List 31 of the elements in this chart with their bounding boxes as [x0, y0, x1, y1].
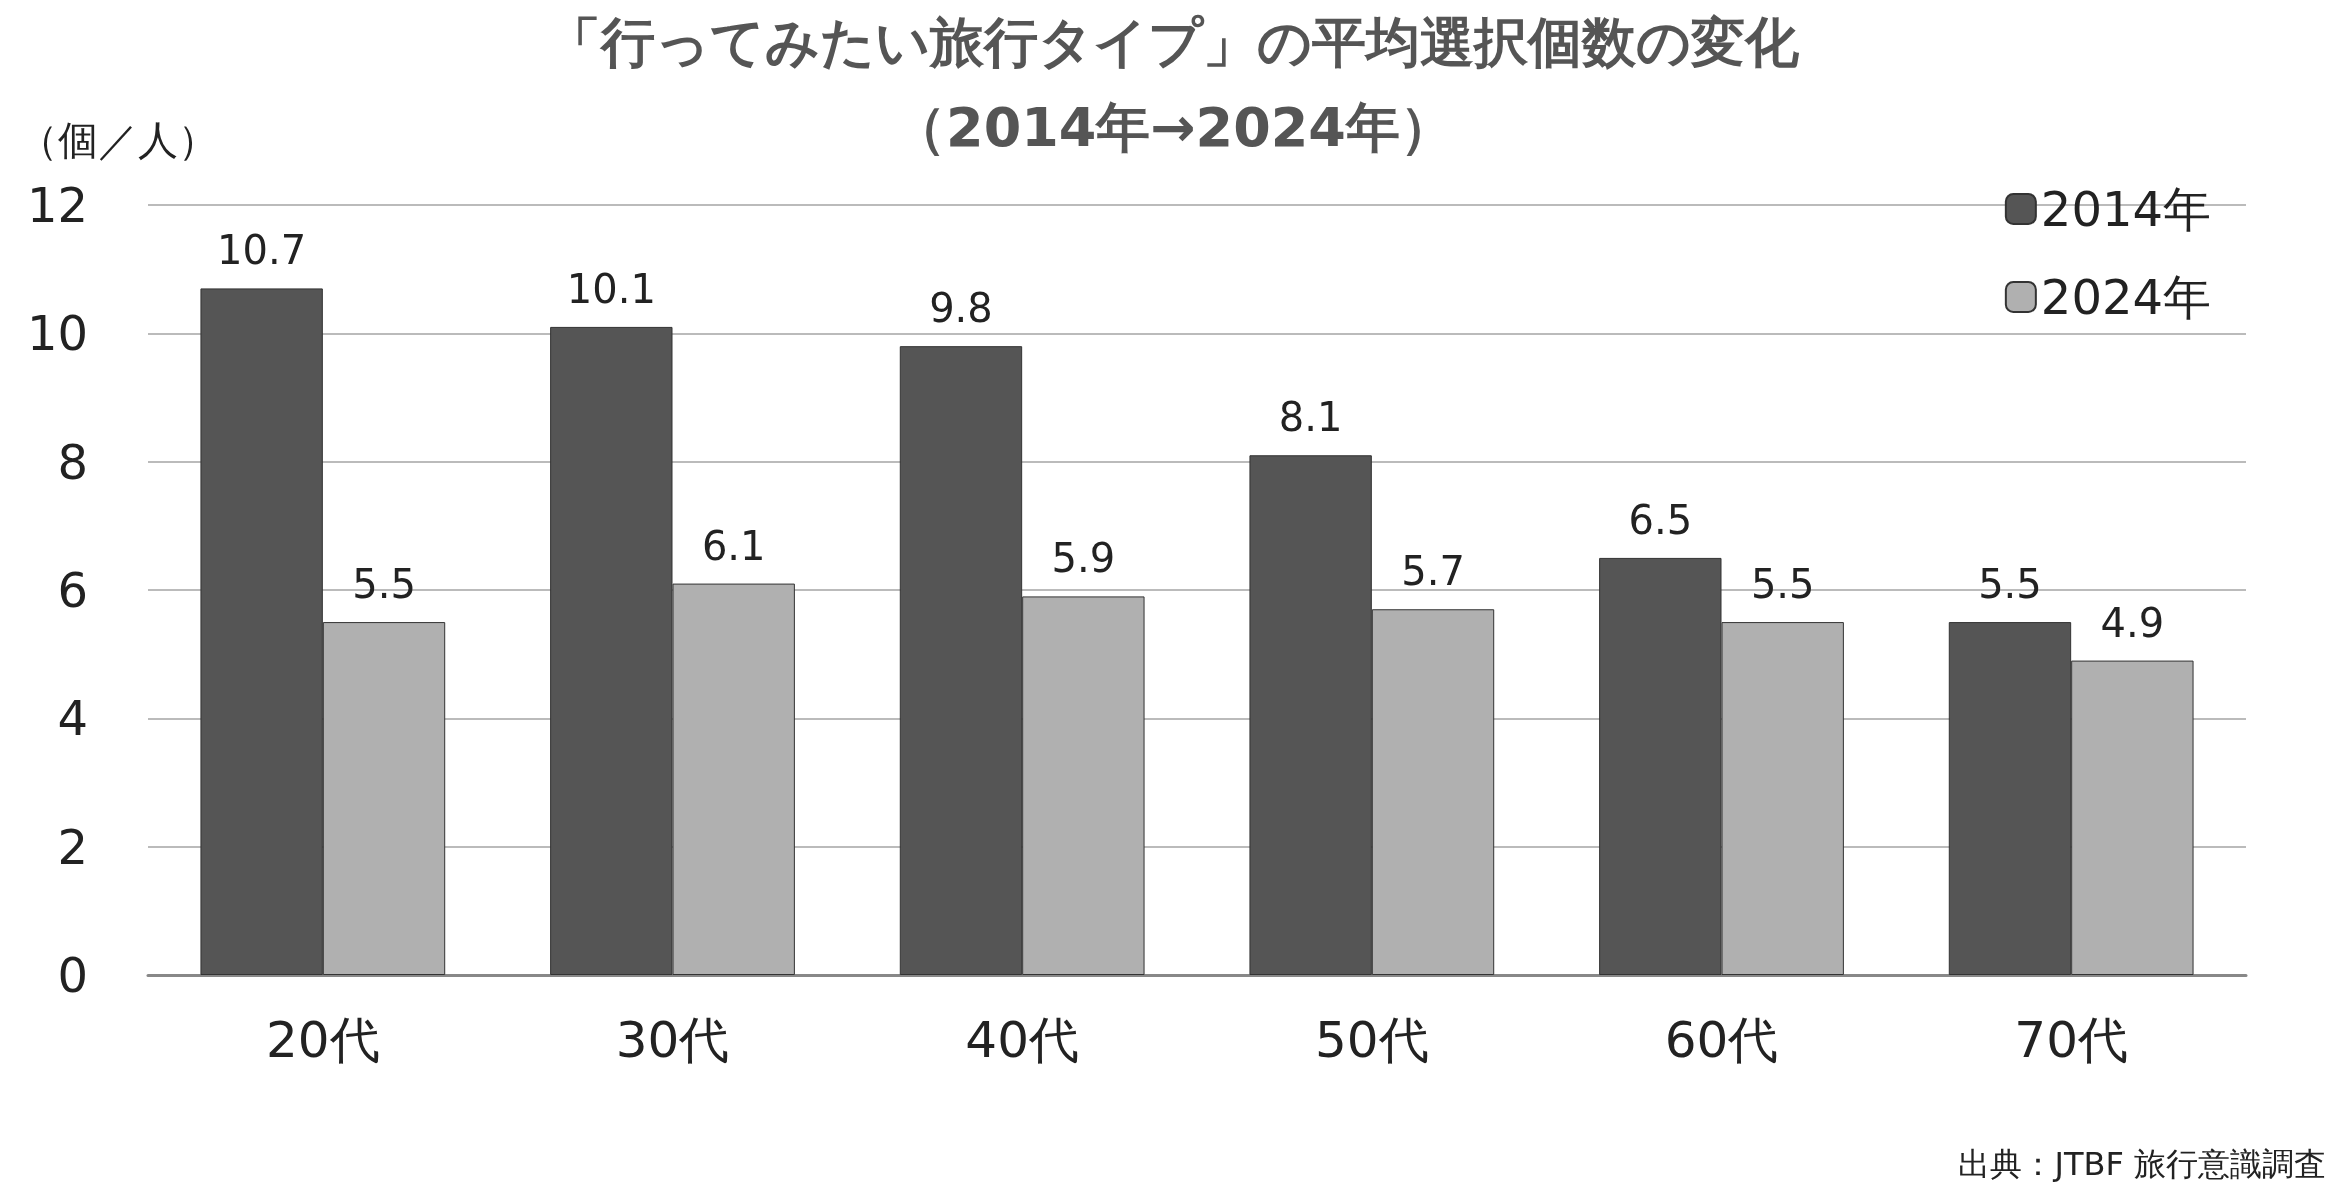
data-label: 9.8	[929, 285, 993, 332]
data-label: 4.9	[2100, 599, 2165, 646]
y-axis-title: （個／人）	[18, 117, 218, 163]
data-label: 5.7	[1401, 548, 1465, 595]
legend-label: 2014年	[2040, 181, 2211, 237]
x-tick-label: 50代	[1315, 1011, 1429, 1069]
y-tick-label: 2	[57, 818, 88, 875]
data-label: 6.1	[701, 522, 766, 569]
data-label: 5.9	[1051, 535, 1116, 582]
y-tick-label: 10	[26, 305, 88, 362]
data-label: 5.5	[352, 561, 416, 608]
y-tick-label: 6	[57, 562, 88, 618]
data-label: 10.1	[566, 265, 656, 312]
y-tick-label: 12	[26, 177, 88, 233]
legend-label: 2024年	[2040, 269, 2211, 325]
data-label: 5.5	[1978, 561, 2042, 608]
y-tick-label: 8	[57, 433, 88, 490]
source-note: 出典：JTBF 旅行意識調査	[1958, 1145, 2326, 1183]
data-label: 8.1	[1278, 394, 1343, 441]
data-label: 10.7	[217, 227, 307, 274]
y-tick-label: 0	[57, 947, 88, 1003]
data-label: 6.5	[1628, 496, 1693, 543]
x-tick-label: 40代	[965, 1011, 1079, 1069]
x-tick-label: 20代	[266, 1011, 380, 1069]
chart-subtitle: （2014年→2024年）	[892, 95, 1454, 159]
x-tick-label: 70代	[2014, 1011, 2128, 1069]
x-tick-label: 30代	[615, 1011, 730, 1069]
x-tick-label: 60代	[1664, 1011, 1779, 1069]
y-tick-label: 4	[57, 690, 88, 747]
chart-title: 「行ってみたい旅行タイプ」の平均選択個数の変化	[547, 10, 1800, 74]
data-label: 5.5	[1750, 561, 1815, 608]
